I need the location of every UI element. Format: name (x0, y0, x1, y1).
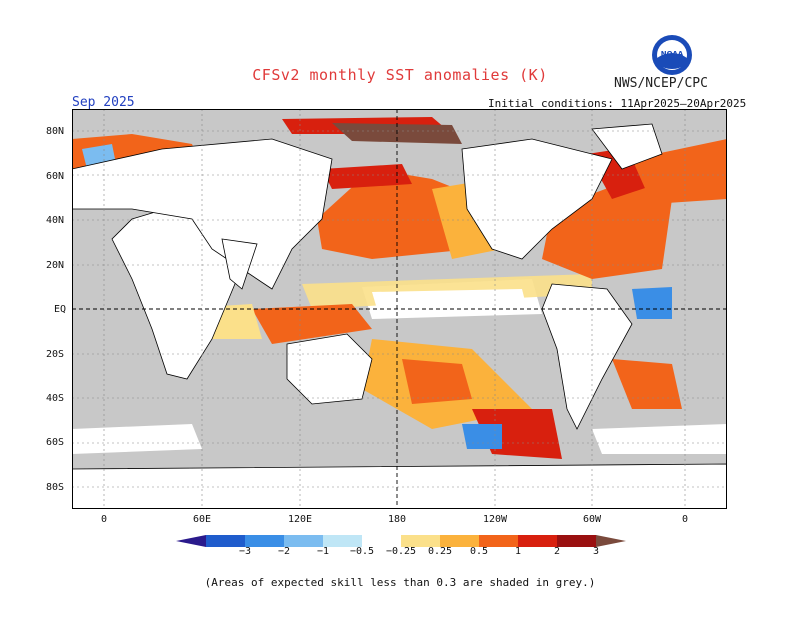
colorbar-label: 3 (592, 546, 600, 557)
lon-label-120e: 120E (287, 514, 313, 525)
colorbar-cell (440, 535, 480, 547)
lon-label-120w: 120W (482, 514, 508, 525)
lat-label-60s: 60S (46, 437, 65, 448)
skill-footnote: (Areas of expected skill less than 0.3 a… (204, 576, 596, 589)
colorbar-cell (596, 535, 626, 547)
colorbar-cell (176, 535, 206, 547)
sst-anomaly-map (72, 109, 727, 509)
colorbar-label: −0.5 (349, 546, 375, 557)
lat-label-80n: 80N (46, 126, 65, 137)
colorbar-cell (245, 535, 285, 547)
colorbar-cell (284, 535, 324, 547)
colorbar-cell (206, 535, 246, 547)
lat-label-20n: 20N (46, 260, 65, 271)
colorbar-label: 1 (514, 546, 522, 557)
colorbar-cell (323, 535, 363, 547)
lat-label-20s: 20S (46, 349, 65, 360)
lat-label-40n: 40N (46, 215, 65, 226)
svg-text:NOAA: NOAA (661, 50, 684, 58)
colorbar-label: −2 (277, 546, 291, 557)
valid-month: Sep 2025 (72, 95, 135, 110)
colorbar-label: −0.25 (385, 546, 417, 557)
colorbar-label: 2 (553, 546, 561, 557)
anomaly-patches (72, 117, 727, 459)
lon-label-60w: 60W (582, 514, 602, 525)
lat-label-eq: EQ (54, 304, 67, 315)
equator-dateline (72, 109, 727, 509)
initial-conditions: Initial conditions: 11Apr2025–20Apr2025 (488, 97, 747, 110)
colorbar-cell (479, 535, 519, 547)
colorbar (176, 535, 626, 547)
colorbar-cell (557, 535, 597, 547)
colorbar-cell (401, 535, 441, 547)
colorbar-label: −1 (316, 546, 330, 557)
lon-label-0: 0 (100, 514, 108, 525)
lon-label-60e: 60E (192, 514, 212, 525)
noaa-logo: NOAA (652, 35, 692, 75)
map-title: CFSv2 monthly SST anomalies (K) (252, 66, 548, 84)
colorbar-label: 0.25 (427, 546, 453, 557)
lon-label-0-east: 0 (681, 514, 689, 525)
colorbar-label: 0.5 (469, 546, 489, 557)
lat-label-80s: 80S (46, 482, 65, 493)
lat-label-60n: 60N (46, 171, 65, 182)
agency-label: NWS/NCEP/CPC (614, 76, 708, 91)
colorbar-cell (518, 535, 558, 547)
lon-label-180: 180 (387, 514, 407, 525)
lat-label-40s: 40S (46, 393, 65, 404)
colorbar-cell (362, 535, 402, 547)
colorbar-label: −3 (238, 546, 252, 557)
